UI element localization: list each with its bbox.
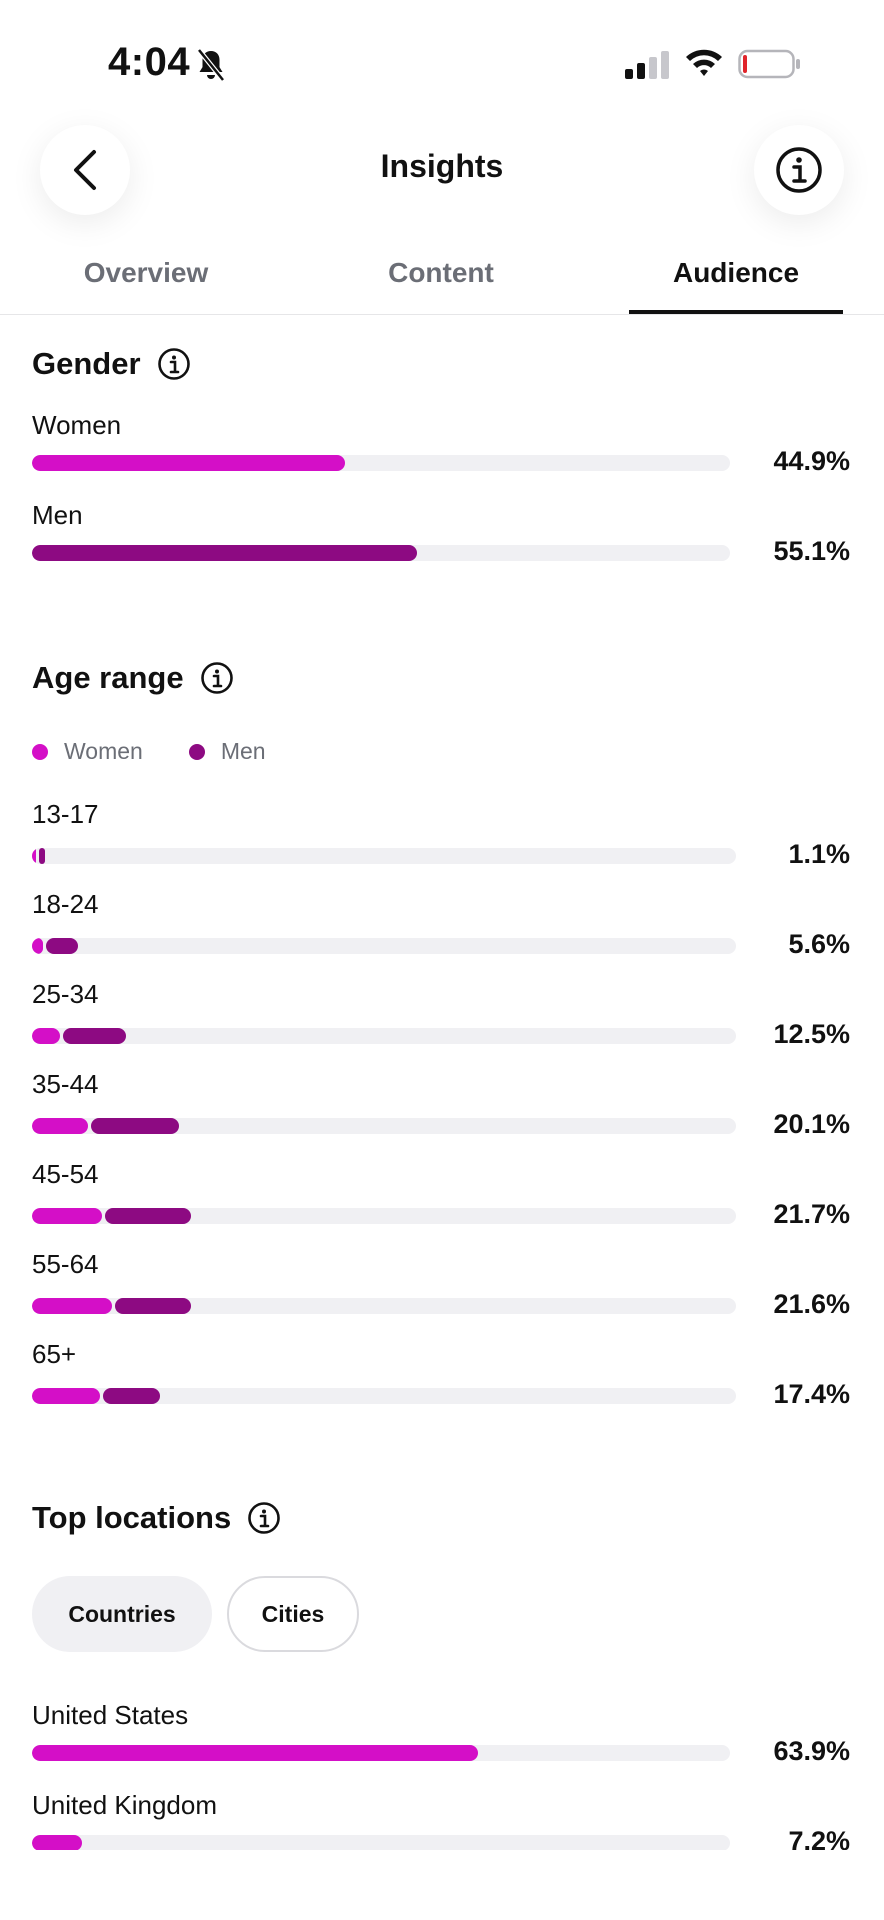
women-dot bbox=[32, 743, 48, 760]
gender-row-bar-fill bbox=[32, 545, 417, 561]
gender-row-bar-track bbox=[32, 455, 730, 471]
location-row-percentage: 63.9% bbox=[773, 1736, 850, 1766]
age-women-bar-fill bbox=[32, 1208, 102, 1224]
age-women-bar-fill bbox=[32, 848, 37, 864]
age-row-label: 18-24 bbox=[32, 889, 99, 919]
gender-row-bar-track bbox=[32, 545, 730, 561]
age-row-percentage: 17.4% bbox=[773, 1379, 850, 1409]
age-row-bar-track bbox=[32, 1298, 736, 1314]
gender-section-title: Gender bbox=[32, 346, 191, 382]
location-row-label: United States bbox=[32, 1700, 189, 1730]
location-row-bar-fill bbox=[32, 1745, 479, 1761]
age-range-section-title: Age range bbox=[32, 660, 234, 696]
gender-row-percentage: 44.9% bbox=[773, 446, 850, 476]
page-title: Insights bbox=[380, 148, 504, 184]
age-row-bar-track bbox=[32, 1388, 736, 1404]
age-row-bar-track bbox=[32, 1028, 736, 1044]
location-row-bar-fill bbox=[32, 1835, 83, 1851]
status-bar: 4:04 bbox=[0, 0, 884, 110]
info-button[interactable] bbox=[754, 125, 844, 215]
age-row-percentage: 12.5% bbox=[773, 1019, 850, 1049]
age-row-bar-track bbox=[32, 1118, 736, 1134]
cellular-signal-icon bbox=[625, 51, 669, 79]
back-button[interactable] bbox=[40, 125, 130, 215]
age-men-bar-fill bbox=[39, 848, 45, 864]
age-men-bar-fill bbox=[115, 1298, 191, 1314]
men-dot bbox=[188, 743, 205, 760]
info-icon[interactable] bbox=[200, 661, 234, 695]
age-row-label: 35-44 bbox=[32, 1069, 99, 1099]
legend-women: Women bbox=[32, 738, 143, 765]
location-row-bar-track bbox=[32, 1835, 730, 1851]
legend-men-label: Men bbox=[220, 738, 266, 764]
tab-audience[interactable]: Audience bbox=[672, 257, 800, 288]
chevron-left-icon bbox=[74, 150, 96, 190]
status-time: 4:04 bbox=[108, 40, 191, 84]
gender-row-label: Women bbox=[32, 410, 122, 440]
age-row-label: 55-64 bbox=[32, 1249, 99, 1279]
age-row-bar-track bbox=[32, 1208, 736, 1224]
age-women-bar-fill bbox=[32, 1118, 89, 1134]
wifi-icon bbox=[686, 49, 722, 76]
gender-row-percentage: 55.1% bbox=[773, 536, 850, 566]
age-men-bar-fill bbox=[91, 1118, 179, 1134]
location-row-bar-track bbox=[32, 1745, 730, 1761]
age-row-label: 45-54 bbox=[32, 1159, 99, 1189]
gender-row-label: Men bbox=[32, 500, 83, 530]
age-row-bar-track bbox=[32, 938, 736, 954]
legend-women-label: Women bbox=[64, 738, 143, 764]
info-icon[interactable] bbox=[157, 347, 191, 381]
age-men-bar-fill bbox=[104, 1208, 191, 1224]
age-legend: Women Men bbox=[32, 738, 266, 765]
tab-bar: Overview Content Audience bbox=[0, 245, 884, 315]
age-range-title-text: Age range bbox=[32, 660, 184, 695]
age-row-label: 65+ bbox=[32, 1339, 77, 1369]
gender-title-text: Gender bbox=[32, 346, 141, 381]
top-locations-section-title: Top locations bbox=[32, 1500, 281, 1536]
legend-men: Men bbox=[188, 738, 266, 765]
age-men-bar-fill bbox=[63, 1028, 126, 1044]
age-row-percentage: 20.1% bbox=[773, 1109, 850, 1139]
bell-off-icon bbox=[197, 48, 225, 82]
active-tab-indicator bbox=[629, 310, 843, 314]
battery-low-icon bbox=[738, 49, 800, 79]
top-nav: Insights bbox=[0, 110, 884, 230]
age-row-label: 13-17 bbox=[32, 799, 99, 829]
location-row-label: United Kingdom bbox=[32, 1790, 217, 1820]
age-men-bar-fill bbox=[46, 938, 78, 954]
age-women-bar-fill bbox=[32, 1028, 61, 1044]
countries-chip[interactable]: Countries bbox=[32, 1576, 212, 1652]
bottom-safe-area bbox=[0, 1850, 884, 1920]
age-women-bar-fill bbox=[32, 1388, 101, 1404]
age-row-percentage: 21.7% bbox=[773, 1199, 850, 1229]
age-row-bar-track bbox=[32, 848, 736, 864]
age-row-label: 25-34 bbox=[32, 979, 99, 1009]
age-men-bar-fill bbox=[103, 1388, 160, 1404]
age-row-percentage: 5.6% bbox=[788, 929, 850, 959]
gender-row-bar-fill bbox=[32, 455, 346, 471]
age-row-percentage: 21.6% bbox=[773, 1289, 850, 1319]
age-women-bar-fill bbox=[32, 1298, 113, 1314]
tab-overview[interactable]: Overview bbox=[83, 257, 209, 288]
info-icon bbox=[776, 147, 822, 193]
tab-content[interactable]: Content bbox=[388, 257, 494, 288]
age-women-bar-fill bbox=[32, 938, 44, 954]
top-locations-title-text: Top locations bbox=[32, 1500, 232, 1535]
cities-chip[interactable]: Cities bbox=[227, 1576, 359, 1652]
age-row-percentage: 1.1% bbox=[788, 839, 850, 869]
info-icon[interactable] bbox=[247, 1501, 281, 1535]
